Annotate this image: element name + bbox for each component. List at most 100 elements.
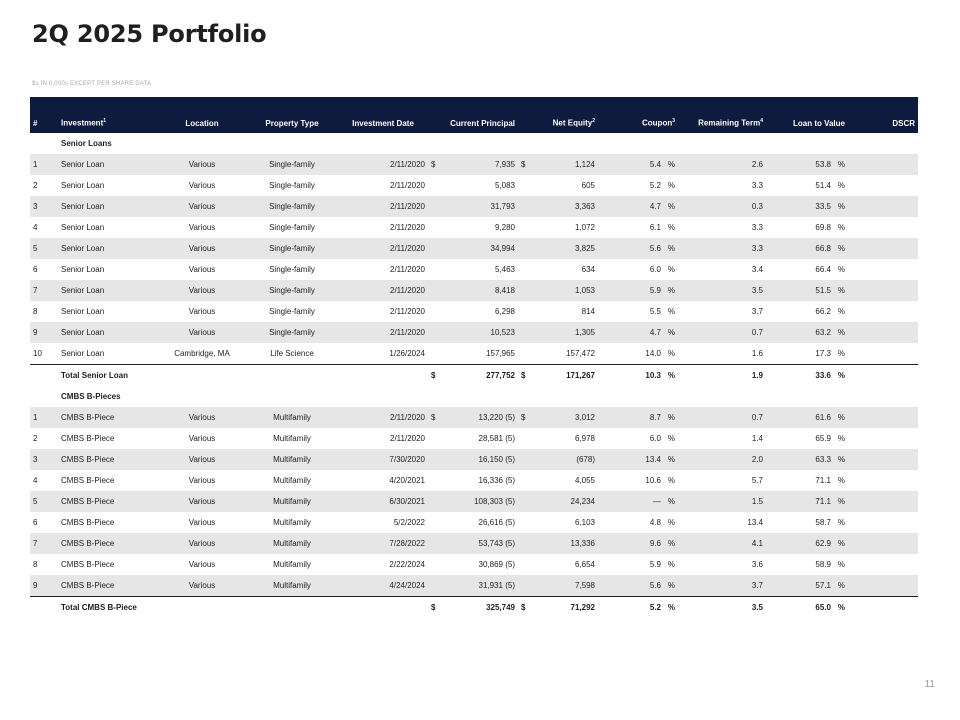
percent-value: 5.4 — [649, 160, 661, 169]
net-equity-cell: 634 — [518, 259, 598, 280]
percent-unit: % — [837, 307, 845, 316]
section-spacer — [30, 133, 58, 154]
percent-value: 66.4 — [815, 265, 831, 274]
location-cell: Various — [158, 280, 246, 301]
amount-value: (678) — [576, 455, 595, 464]
percent-value: 5.2 — [649, 603, 661, 612]
ltv-cell: 58.9% — [766, 554, 848, 575]
remaining-term-cell: 2.0 — [678, 449, 766, 470]
amount-value: 3,363 — [574, 202, 595, 211]
current-principal-cell: 9,280 — [428, 217, 518, 238]
table-row: 6 CMBS B-Piece Various Multifamily 5/2/2022 2… — [30, 512, 918, 533]
percent-unit: % — [837, 349, 845, 358]
property-type-cell: Single-family — [246, 196, 338, 217]
ltv-cell: 66.4% — [766, 259, 848, 280]
percent-unit: % — [667, 560, 675, 569]
total-principal-cell: $277,752 — [428, 364, 518, 386]
section-spacer — [30, 386, 58, 407]
net-equity-cell: 3,363 — [518, 196, 598, 217]
remaining-term-cell: 13.4 — [747, 518, 763, 527]
table-row: 6 Senior Loan Various Single-family 2/11/202… — [30, 259, 918, 280]
col-header-location: Location — [158, 97, 246, 133]
dscr-cell — [848, 301, 918, 322]
investment-date-cell: 4/24/2024 — [338, 575, 428, 597]
coupon-cell: 6.1% — [598, 217, 678, 238]
amount-value: 6,103 — [574, 518, 595, 527]
percent-unit: % — [667, 413, 675, 422]
property-type-cell: Multifamily — [246, 449, 338, 470]
remaining-term-cell: 3.3 — [751, 181, 763, 190]
row-number: 2 — [33, 434, 38, 443]
net-equity-cell: 24,234 — [518, 491, 598, 512]
currency-symbol: $ — [521, 371, 526, 380]
percent-unit: % — [837, 455, 845, 464]
percent-value: 65.0 — [815, 603, 831, 612]
location-cell: Various — [158, 449, 246, 470]
net-equity-cell: (678) — [518, 449, 598, 470]
percent-unit: % — [667, 244, 675, 253]
amount-value: 1,305 — [574, 328, 595, 337]
current-principal-cell: 34,994 — [428, 238, 518, 259]
investment-cell: CMBS B-Piece — [61, 518, 115, 527]
coupon-cell: 10.6% — [598, 470, 678, 491]
amount-value: 5,463 — [494, 265, 515, 274]
current-principal-cell: 16,336 (5) — [428, 470, 518, 491]
percent-value: 51.4 — [815, 181, 831, 190]
dscr-cell — [848, 280, 918, 301]
location-cell: Various — [158, 533, 246, 554]
property-type-cell: Multifamily — [246, 491, 338, 512]
dscr-cell — [848, 533, 918, 554]
table-row: 4 CMBS B-Piece Various Multifamily 4/20/2021… — [30, 470, 918, 491]
remaining-term-cell: 4.1 — [678, 533, 766, 554]
percent-unit: % — [667, 265, 675, 274]
percent-unit: % — [837, 223, 845, 232]
table-row: 5 CMBS B-Piece Various Multifamily 6/30/2021… — [30, 491, 918, 512]
investment-cell: Senior Loan — [58, 280, 158, 301]
net-equity-cell: $3,012 — [518, 407, 598, 428]
percent-unit: % — [837, 286, 845, 295]
percent-unit: % — [667, 223, 675, 232]
current-principal-cell: 53,743 (5) — [428, 533, 518, 554]
portfolio-table: # Investment1 Location Property Type Inv… — [30, 97, 918, 618]
percent-value: 62.9 — [815, 539, 831, 548]
ltv-cell: 63.3% — [766, 449, 848, 470]
table-header-row: # Investment1 Location Property Type Inv… — [30, 97, 918, 133]
footnote-marker: (5) — [505, 518, 515, 527]
total-spacer — [30, 596, 58, 618]
location-cell: Various — [188, 476, 216, 485]
percent-value: 4.7 — [649, 328, 661, 337]
percent-unit: % — [837, 476, 845, 485]
row-number: 4 — [33, 476, 38, 485]
percent-value: 17.3 — [815, 349, 831, 358]
investment-cell: Senior Loan — [61, 265, 105, 274]
ltv-cell: 71.1% — [766, 470, 848, 491]
footnote-marker: (5) — [505, 434, 515, 443]
percent-value: 5.5 — [649, 307, 661, 316]
current-principal-cell: 31,931 (5) — [428, 575, 518, 597]
percent-unit: % — [837, 497, 845, 506]
dscr-cell — [848, 259, 918, 280]
total-equity-cell: $71,292 — [518, 596, 598, 618]
table-row: 3 Senior Loan Various Single-family 2/11/202… — [30, 196, 918, 217]
percent-unit: % — [837, 539, 845, 548]
amount-value: 26,616 — [478, 518, 503, 527]
percent-value: 10.6 — [645, 476, 661, 485]
footnote-marker: (5) — [505, 581, 515, 590]
location-cell: Various — [188, 307, 216, 316]
ltv-cell: 53.8% — [766, 154, 848, 175]
total-label: Total CMBS B-Piece — [58, 596, 428, 618]
amount-value: 7,598 — [574, 581, 595, 590]
total-principal-cell: $325,749 — [428, 596, 518, 618]
coupon-cell: 5.6% — [598, 575, 678, 597]
percent-value: 63.2 — [815, 328, 831, 337]
amount-value: 16,150 — [478, 455, 503, 464]
amount-value: 9,280 — [494, 223, 515, 232]
investment-cell: Senior Loan — [58, 322, 158, 343]
percent-unit: % — [837, 202, 845, 211]
location-cell: Various — [188, 518, 216, 527]
net-equity-cell: 1,053 — [518, 280, 598, 301]
property-type-cell: Multifamily — [273, 476, 311, 485]
property-type-cell: Multifamily — [273, 518, 311, 527]
investment-date-cell: 2/11/2020 — [338, 407, 428, 428]
dscr-cell — [848, 407, 918, 428]
